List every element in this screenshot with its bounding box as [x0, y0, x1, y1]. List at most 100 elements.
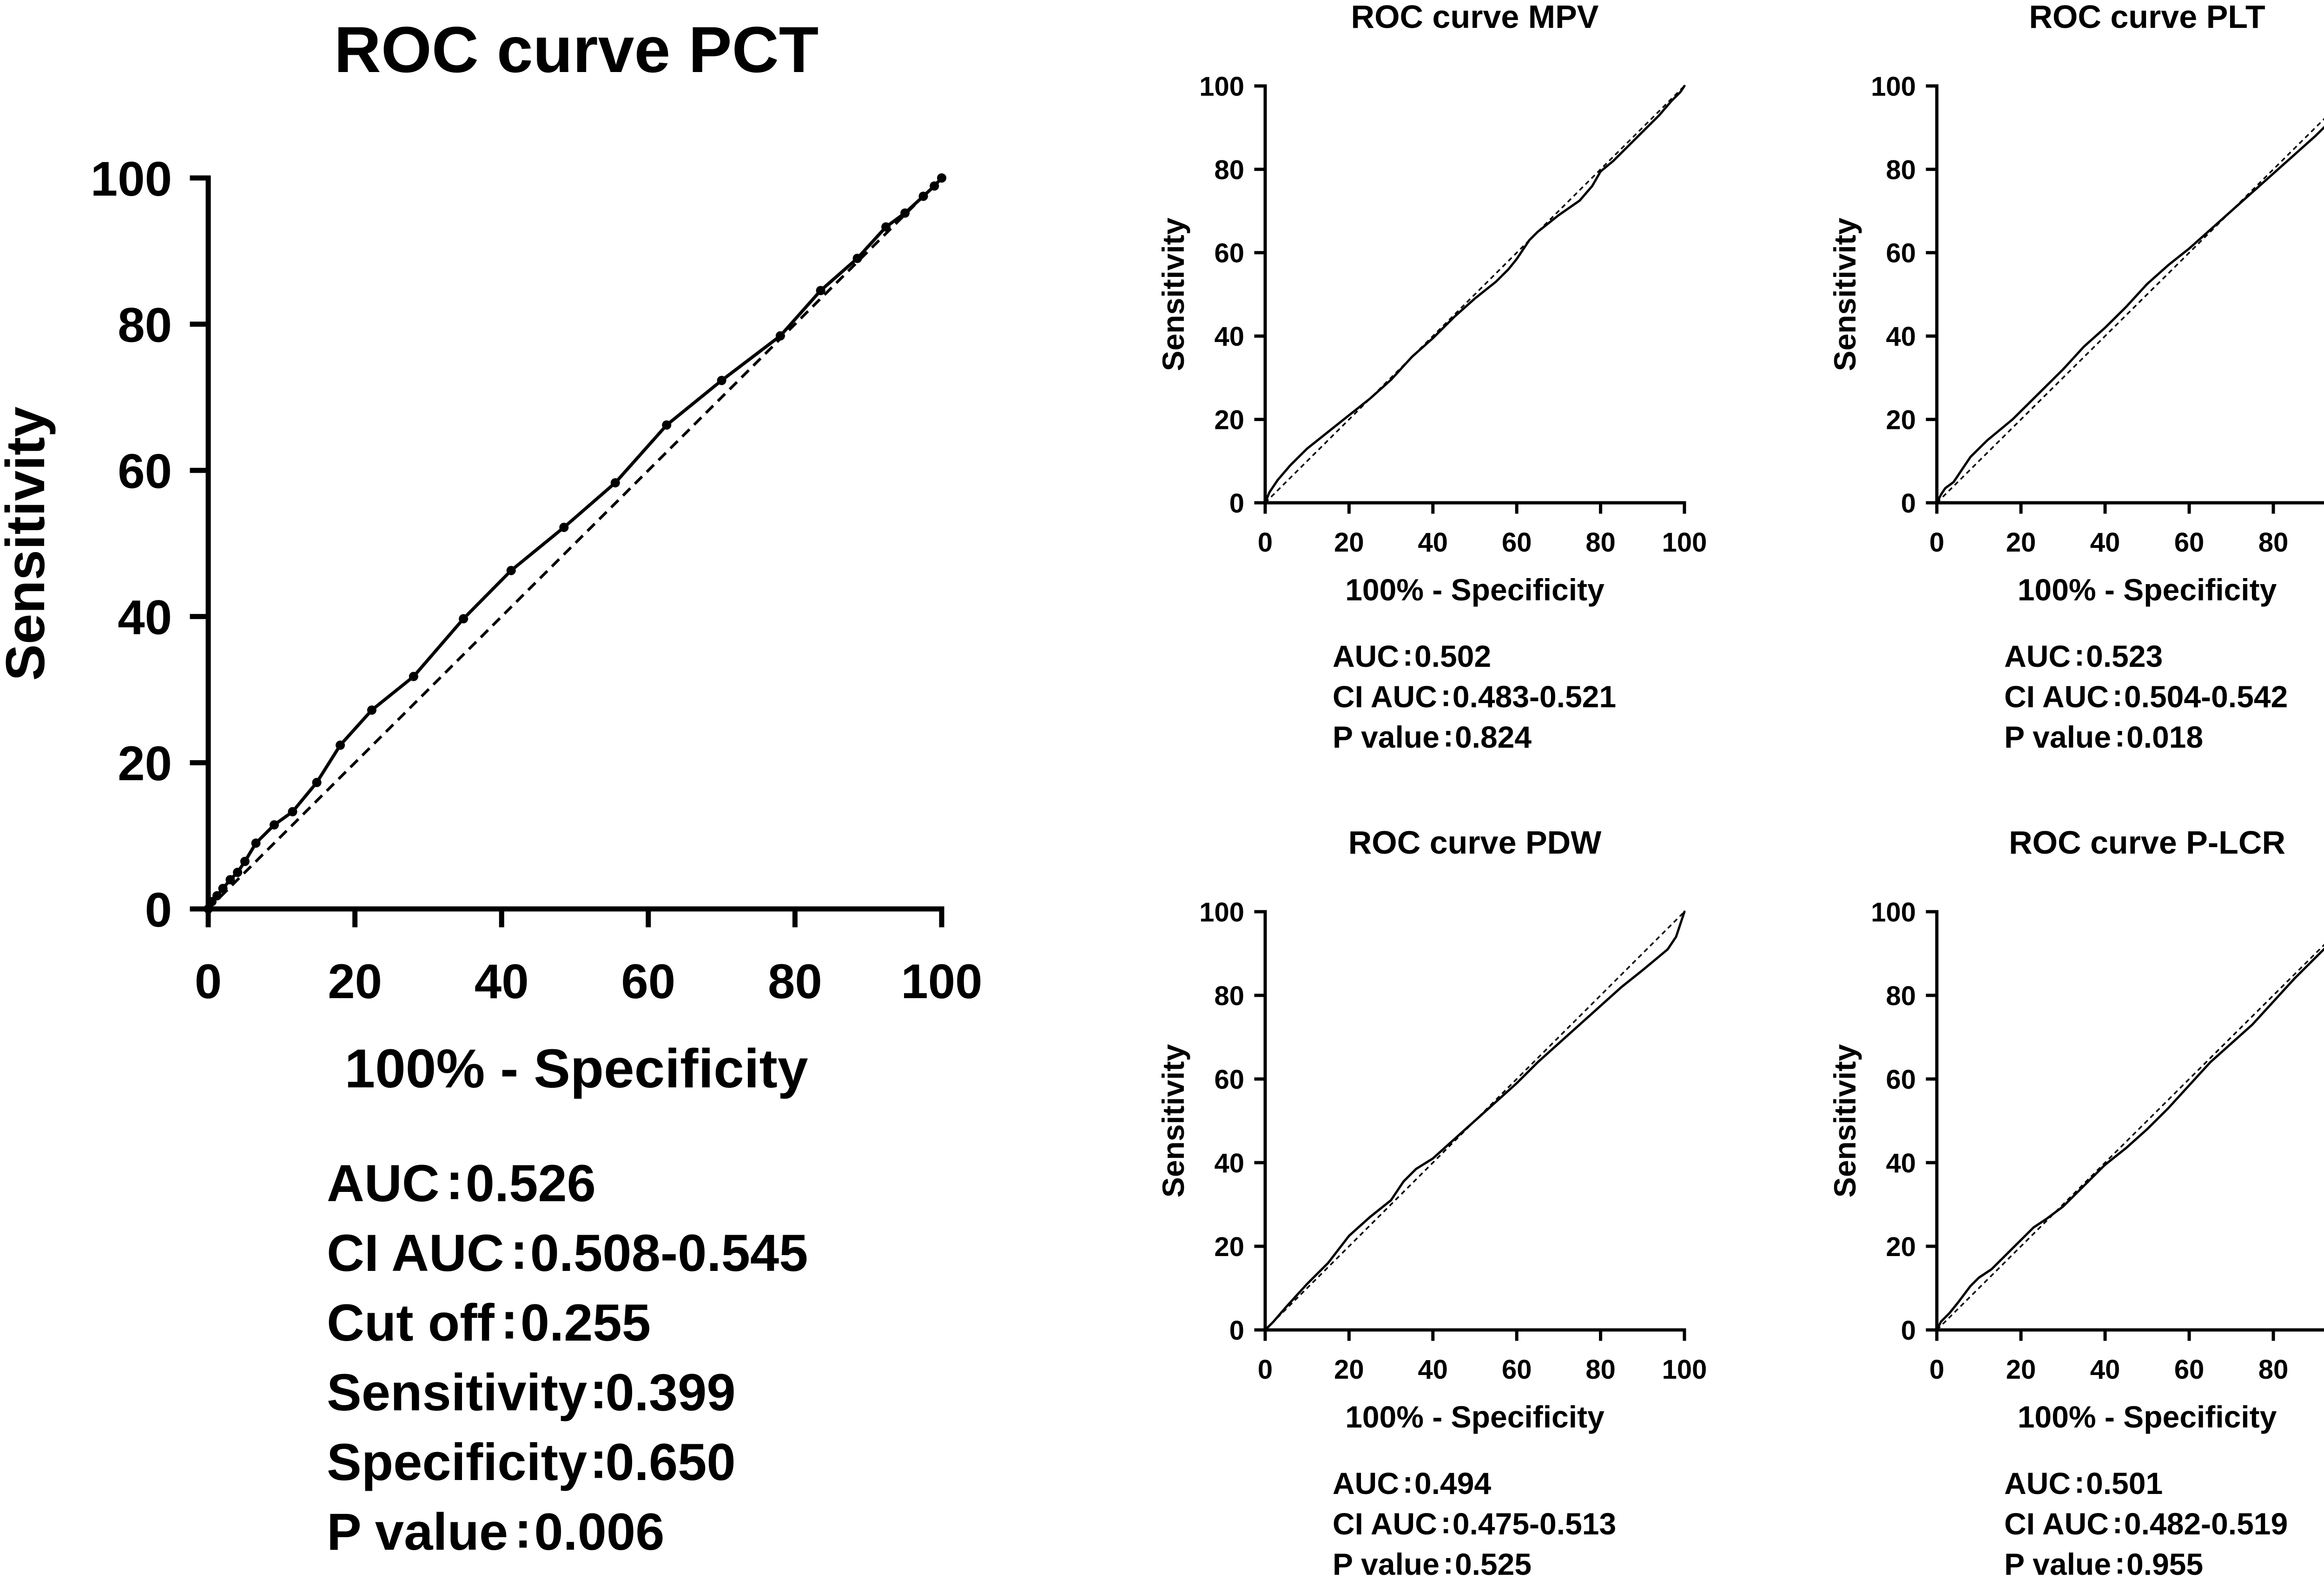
x-tick-label: 60 — [621, 954, 675, 1009]
stat-label: CI AUC — [1333, 679, 1437, 714]
x-tick-label: 80 — [2258, 1355, 2289, 1385]
roc-point — [937, 173, 946, 183]
stat-label: CI AUC — [1333, 1507, 1437, 1541]
stat-label: AUC — [1333, 639, 1399, 673]
y-tick-label: 80 — [1886, 981, 1916, 1011]
x-tick-label: 60 — [2174, 527, 2205, 558]
stat-separator: : — [1443, 718, 1453, 753]
y-tick-label: 60 — [1214, 1065, 1244, 1095]
y-tick-label: 80 — [1886, 155, 1916, 185]
y-tick-label: 20 — [118, 737, 172, 791]
roc-point — [312, 777, 322, 787]
stat-value: 0.006 — [534, 1503, 664, 1561]
reference-diagonal — [207, 177, 943, 910]
stat-value: 0.650 — [605, 1433, 735, 1491]
x-tick-label: 20 — [1334, 1355, 1364, 1385]
stat-value: 0.501 — [2086, 1466, 2163, 1500]
stat-separator: : — [2074, 1465, 2085, 1499]
roc-point — [459, 614, 469, 624]
y-tick-label: 60 — [1886, 238, 1916, 269]
roc-point — [270, 820, 279, 830]
x-tick-label: 20 — [2006, 1355, 2036, 1385]
stat-separator: : — [1443, 1546, 1453, 1579]
y-tick-label: 20 — [1214, 1232, 1244, 1262]
y-tick-label: 40 — [1886, 322, 1916, 352]
stat-label: AUC — [2004, 1466, 2071, 1500]
stat-value: 0.502 — [1414, 639, 1491, 673]
stat-separator: : — [1441, 678, 1451, 712]
roc-point — [218, 883, 228, 893]
stat-label: Sensitivity — [327, 1363, 587, 1421]
stat-value: 0.483-0.521 — [1452, 679, 1616, 714]
x-tick-label: 60 — [1502, 527, 1532, 558]
stat-label: AUC — [2004, 639, 2071, 673]
y-axis-label: Sensitivity — [1828, 217, 1862, 371]
x-axis-label: 100% - Specificity — [1345, 1400, 1604, 1434]
roc-point — [225, 875, 235, 885]
stat-label: Cut off — [327, 1294, 495, 1352]
reference-diagonal — [1264, 85, 1685, 504]
x-tick-label: 100 — [1662, 527, 1707, 558]
stat-value: 0.482-0.519 — [2124, 1507, 2288, 1541]
stat-label: P value — [327, 1503, 508, 1561]
x-axis-label: 100% - Specificity — [2018, 572, 2277, 607]
x-tick-label: 40 — [475, 954, 529, 1009]
stat-value: 0.508-0.545 — [530, 1224, 808, 1282]
y-axis-label: Sensitivity — [1156, 1044, 1190, 1197]
roc-point — [881, 222, 891, 232]
stat-separator: : — [590, 1362, 607, 1420]
stat-label: P value — [2004, 720, 2111, 754]
y-tick-label: 60 — [118, 444, 172, 499]
stat-separator: : — [2113, 1505, 2123, 1540]
y-tick-label: 100 — [1871, 72, 1916, 102]
x-tick-label: 0 — [195, 954, 222, 1009]
roc-point — [662, 420, 672, 430]
y-tick-label: 40 — [1214, 1148, 1244, 1178]
stat-label: P value — [1333, 720, 1439, 754]
stat-separator: : — [510, 1222, 528, 1280]
y-tick-label: 0 — [1229, 488, 1244, 519]
roc-curve-line — [1264, 85, 1686, 504]
roc-point — [717, 375, 726, 385]
roc-point — [930, 181, 939, 191]
roc-panel-mpv: ROC curve MPV 0 20 40 60 80 100 0 20 40 60 80 100 100… — [1156, 0, 1707, 754]
roc-panel-pdw: ROC curve PDW 0 20 40 60 80 100 0 20 40 60 80 100 100… — [1156, 824, 1707, 1579]
stat-value: 0.504-0.542 — [2124, 679, 2288, 714]
stat-value: 0.018 — [2126, 720, 2203, 754]
y-tick-label: 60 — [1214, 238, 1244, 269]
roc-curve-line — [206, 176, 944, 911]
roc-point — [367, 705, 376, 715]
x-tick-label: 20 — [328, 954, 382, 1009]
roc-panel-pct: ROC curve PCT 0 20 40 60 80 100 0 20 40 60 80 100 100… — [0, 13, 983, 1561]
stat-separator: : — [515, 1501, 532, 1559]
x-axis-label: 100% - Specificity — [2018, 1400, 2277, 1434]
y-tick-label: 0 — [1901, 488, 1916, 519]
stat-separator: : — [590, 1431, 607, 1489]
x-tick-label: 40 — [2090, 527, 2120, 558]
stat-value: 0.475-0.513 — [1452, 1507, 1616, 1541]
stat-separator: : — [1403, 1465, 1413, 1499]
stat-label: AUC — [1333, 1466, 1399, 1500]
roc-point — [775, 331, 785, 341]
stat-value: 0.955 — [2126, 1547, 2203, 1579]
y-axis-label: Sensitivity — [0, 407, 56, 681]
roc-point — [204, 904, 213, 914]
x-tick-label: 40 — [2090, 1355, 2120, 1385]
y-tick-label: 0 — [145, 883, 172, 937]
stat-separator: : — [1403, 638, 1413, 672]
x-tick-label: 0 — [1929, 1355, 1944, 1385]
y-tick-label: 80 — [1214, 155, 1244, 185]
roc-curve-line — [1935, 947, 2324, 1331]
roc-point — [240, 856, 250, 866]
x-tick-label: 60 — [2174, 1355, 2205, 1385]
roc-curve-line — [1935, 125, 2324, 504]
y-tick-label: 20 — [1214, 405, 1244, 435]
x-tick-label: 80 — [768, 954, 822, 1009]
x-tick-label: 0 — [1258, 527, 1273, 558]
y-tick-label: 80 — [1214, 981, 1244, 1011]
stat-label: P value — [1333, 1547, 1439, 1579]
y-tick-label: 20 — [1886, 405, 1916, 435]
x-tick-label: 20 — [2006, 527, 2036, 558]
x-tick-label: 100 — [1662, 1355, 1707, 1385]
